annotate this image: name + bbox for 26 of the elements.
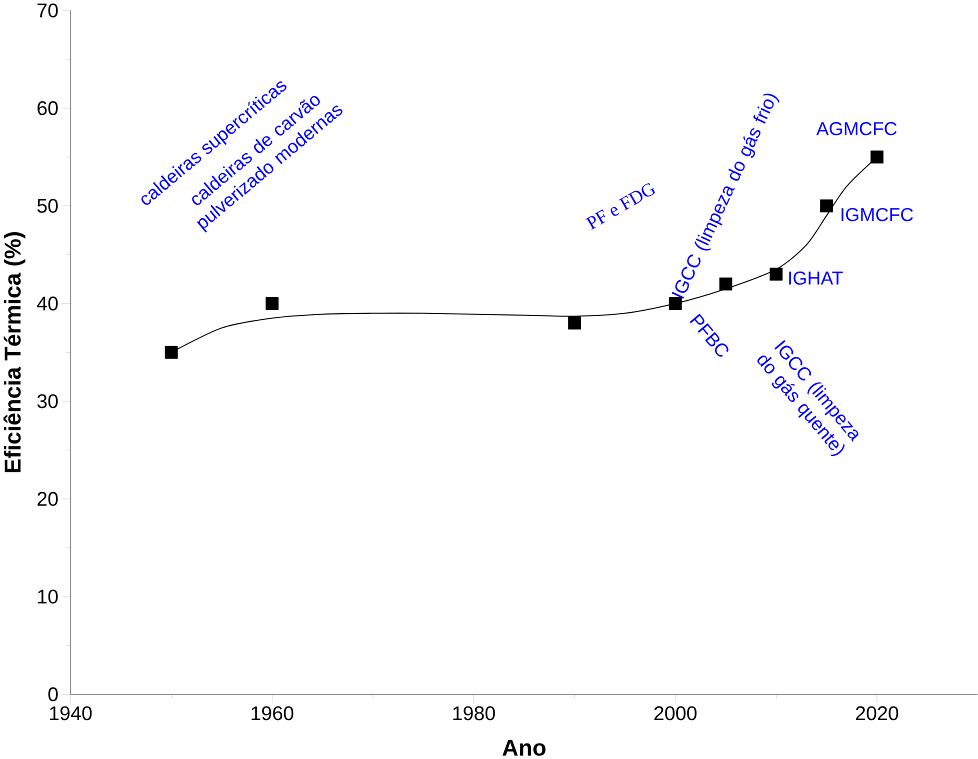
point bbox=[870, 150, 884, 164]
point bbox=[719, 277, 732, 290]
y-tick-label: 60 bbox=[38, 101, 58, 116]
y-tick-label: 10 bbox=[38, 589, 58, 604]
annotation: AGMCFC bbox=[816, 122, 897, 136]
point bbox=[568, 316, 582, 330]
point bbox=[266, 296, 279, 310]
y-tick-label: 0 bbox=[48, 687, 58, 702]
x-tick-label: 1960 bbox=[252, 706, 294, 720]
y-tick-label: 40 bbox=[37, 296, 58, 310]
x-tick-label: 1980 bbox=[453, 706, 495, 720]
y-tick-label: 20 bbox=[38, 492, 58, 506]
y-tick-label: 70 bbox=[38, 3, 58, 18]
x-tick-label: 2000 bbox=[654, 706, 697, 720]
x-tick-label: 2020 bbox=[856, 706, 898, 720]
point bbox=[164, 346, 178, 359]
annotation: PF e FDG bbox=[585, 182, 655, 230]
y-tick-label: 30 bbox=[37, 394, 58, 408]
x-axis-title: Ano bbox=[502, 740, 546, 756]
annotation: IGMCFC bbox=[842, 208, 913, 222]
point bbox=[820, 199, 834, 212]
annotation: IGHAT bbox=[789, 271, 843, 285]
y-axis-title: Eficiência Térmica (%) bbox=[3, 232, 26, 472]
y-tick-label: 50 bbox=[37, 198, 58, 213]
point bbox=[770, 268, 783, 281]
x-tick-label: 1940 bbox=[50, 706, 92, 720]
